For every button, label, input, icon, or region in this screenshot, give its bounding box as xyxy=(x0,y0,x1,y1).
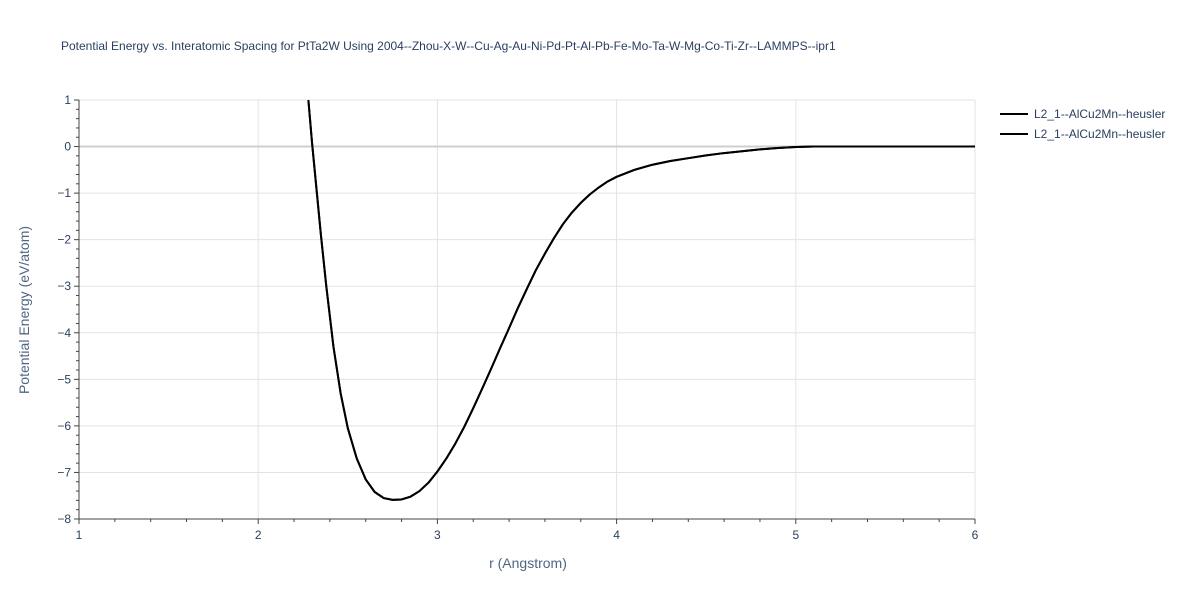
y-axis-title: Potential Energy (eV/atom) xyxy=(16,226,32,394)
legend-label[interactable]: L2_1--AlCu2Mn--heusler xyxy=(1034,127,1165,141)
series-line-2 xyxy=(307,100,975,501)
x-tick-label: 3 xyxy=(434,528,441,542)
x-axis-title: r (Angstrom) xyxy=(489,555,567,571)
legend[interactable]: L2_1--AlCu2Mn--heusler L2_1--AlCu2Mn--heu… xyxy=(1000,107,1165,141)
x-tick-label: 4 xyxy=(613,528,620,542)
y-tick-label: −4 xyxy=(57,326,71,340)
y-tick-label: −8 xyxy=(57,512,71,526)
chart-title: Potential Energy vs. Interatomic Spacing… xyxy=(61,39,836,53)
y-tick-label: 1 xyxy=(64,93,71,107)
grid xyxy=(79,99,976,519)
axes: 1 2 3 4 5 6 1 0 −1 −2 −3 −4 −5 −6 −7 −8 xyxy=(57,93,978,542)
y-tick-label: −7 xyxy=(57,465,71,479)
x-tick-label: 1 xyxy=(76,528,83,542)
y-tick-label: −2 xyxy=(57,233,71,247)
x-tick-label: 5 xyxy=(792,528,799,542)
y-tick-label: 0 xyxy=(64,140,71,154)
x-tick-label: 2 xyxy=(255,528,262,542)
plot-area xyxy=(307,100,975,501)
x-tick-label: 6 xyxy=(972,528,979,542)
y-tick-label: −3 xyxy=(57,279,71,293)
y-tick-label: −6 xyxy=(57,419,71,433)
y-tick-label: −5 xyxy=(57,372,71,386)
y-tick-label: −1 xyxy=(57,186,71,200)
legend-label[interactable]: L2_1--AlCu2Mn--heusler xyxy=(1034,107,1165,121)
